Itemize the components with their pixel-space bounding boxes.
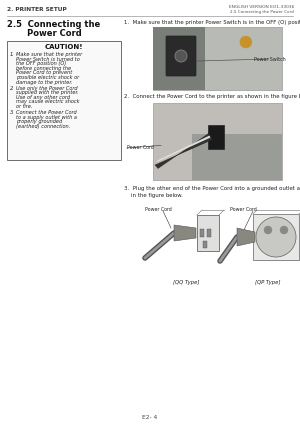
Text: Connect the Power Cord: Connect the Power Cord [16,110,76,115]
Circle shape [175,50,187,62]
Text: 3.  Plug the other end of the Power Cord into a grounded outlet as shown: 3. Plug the other end of the Power Cord … [124,186,300,191]
Bar [253,214,299,260]
Text: in the figure below.: in the figure below. [124,193,183,198]
Text: 3.: 3. [10,110,15,115]
Text: [QP Type]: [QP Type] [255,280,281,285]
Text: Use only the Power Cord: Use only the Power Cord [16,86,77,91]
Text: 2.: 2. [10,86,15,91]
Bar [203,241,207,248]
Bar [153,103,282,180]
Text: or fire.: or fire. [16,104,32,109]
Circle shape [280,226,288,234]
Bar [208,125,224,148]
Circle shape [256,217,296,257]
Text: ENGLISH VERSION EO1-33036: ENGLISH VERSION EO1-33036 [229,5,294,9]
Text: 2.  Connect the Power Cord to the printer as shown in the figure below.: 2. Connect the Power Cord to the printer… [124,94,300,99]
Text: 2.5  Connecting the: 2.5 Connecting the [7,20,100,29]
Bar [192,134,282,180]
Text: 2.5 Connecting the Power Cord: 2.5 Connecting the Power Cord [230,11,294,14]
Bar [207,229,211,237]
Text: Power Switch: Power Switch [254,57,286,62]
Bar [153,27,282,90]
Text: before connecting the: before connecting the [16,66,71,71]
Polygon shape [174,225,196,241]
Text: possible electric shock or: possible electric shock or [16,75,79,80]
Text: Power Cord: Power Cord [230,207,257,212]
Text: Power Cord: Power Cord [7,29,82,38]
Text: CAUTION!: CAUTION! [45,44,83,50]
Text: 2. PRINTER SETUP: 2. PRINTER SETUP [7,7,67,12]
Text: supplied with the printer.: supplied with the printer. [16,90,79,95]
Text: may cause electric shock: may cause electric shock [16,100,80,104]
Bar [200,229,204,237]
Bar [7,41,121,160]
Text: Power Switch is turned to: Power Switch is turned to [16,56,80,61]
Text: Power Cord: Power Cord [145,207,172,212]
Text: damage to the printer.: damage to the printer. [16,80,73,85]
Text: properly grounded: properly grounded [16,120,62,124]
FancyBboxPatch shape [166,36,196,76]
Text: Power Cord: Power Cord [127,145,154,150]
Text: (earthed) connection.: (earthed) connection. [16,124,70,129]
Bar [153,27,205,90]
Text: 1.  Make sure that the printer Power Switch is in the OFF (O) position.: 1. Make sure that the printer Power Swit… [124,20,300,25]
Polygon shape [237,228,255,246]
Text: to a supply outlet with a: to a supply outlet with a [16,115,77,120]
Text: [QQ Type]: [QQ Type] [173,280,199,285]
Polygon shape [155,134,212,168]
Text: 1.: 1. [10,52,15,57]
Text: Power Cord to prevent: Power Cord to prevent [16,70,72,75]
Circle shape [240,36,252,48]
Text: E2- 4: E2- 4 [142,415,158,420]
Circle shape [264,226,272,234]
Text: Use of any other cord: Use of any other cord [16,95,70,100]
Polygon shape [157,136,211,162]
Bar [197,215,219,251]
Text: the OFF position (O): the OFF position (O) [16,61,66,66]
Text: Make sure that the printer: Make sure that the printer [16,52,82,57]
